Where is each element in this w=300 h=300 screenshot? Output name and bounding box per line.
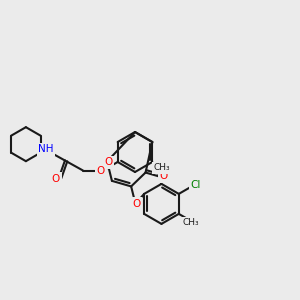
Text: NH: NH: [38, 145, 54, 154]
Text: O: O: [104, 158, 112, 167]
Text: O: O: [97, 166, 105, 176]
Text: CH₃: CH₃: [183, 218, 199, 227]
Text: CH₃: CH₃: [153, 164, 170, 172]
Text: Cl: Cl: [190, 180, 201, 190]
Text: O: O: [160, 171, 168, 181]
Text: O: O: [52, 173, 60, 184]
Text: O: O: [132, 199, 141, 209]
